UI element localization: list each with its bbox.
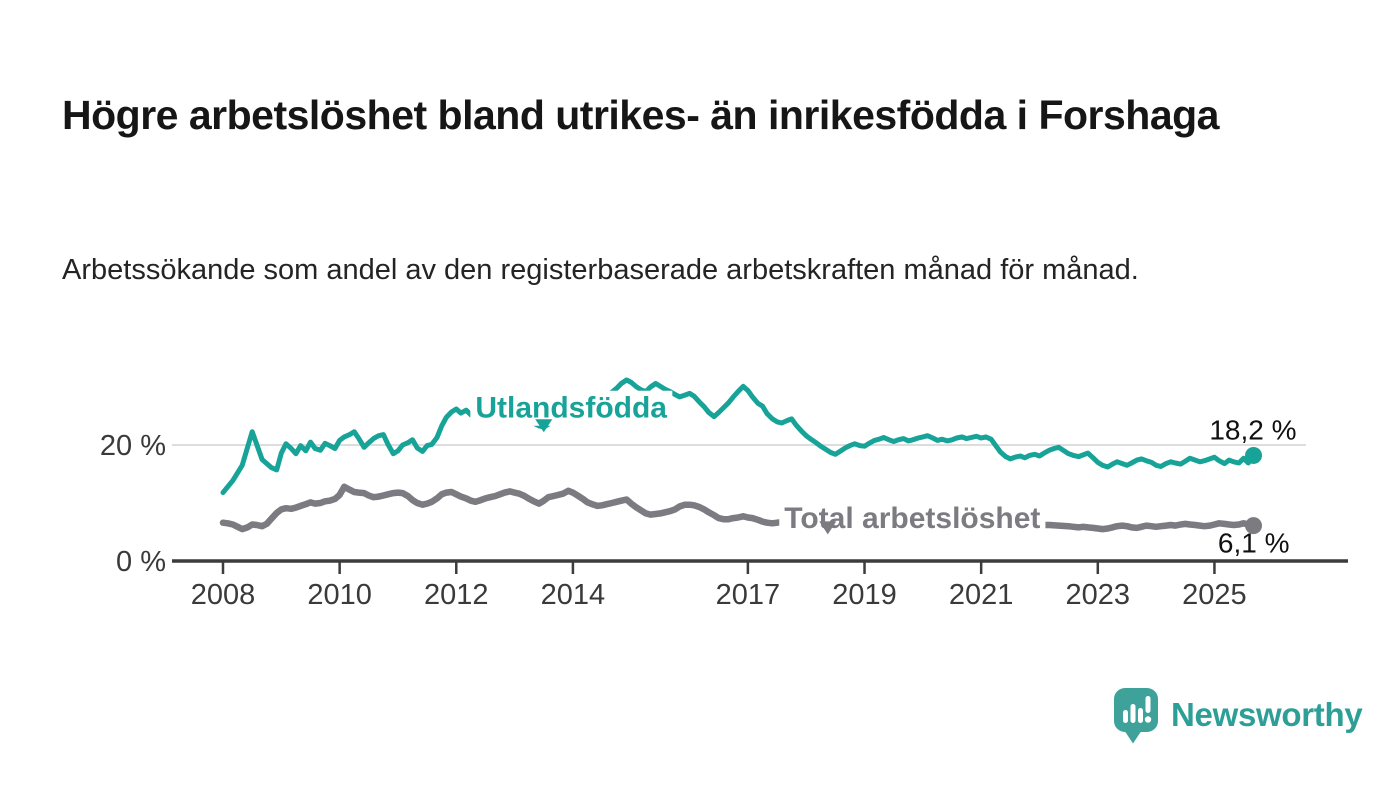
x-axis-tick-label: 2023 xyxy=(1066,579,1131,611)
series-line-total xyxy=(219,483,1257,533)
y-axis-tick-label: 0 % xyxy=(116,546,166,578)
series-label-halo xyxy=(779,500,1046,536)
unemployment-line-chart: Utlandsfödda Total arbetslöshet 18,2 % 6,1 … xyxy=(100,377,1348,611)
x-axis-tick-label: 2014 xyxy=(541,579,606,611)
newsworthy-bubble-chart-icon xyxy=(1114,687,1158,743)
chart-subtitle: Arbetssökande som andel av den registerb… xyxy=(62,254,1139,286)
series-end-dot-foreign-born xyxy=(1245,446,1263,464)
x-axis-tick-label: 2017 xyxy=(716,579,781,611)
x-axis-tick-label: 2025 xyxy=(1182,579,1247,611)
x-axis-tick-label: 2010 xyxy=(307,579,372,611)
x-axis-tick-label: 2012 xyxy=(424,579,489,611)
newsworthy-logo: Newsworthy xyxy=(1112,684,1363,746)
newsworthy-wordmark: Newsworthy xyxy=(1171,696,1363,733)
series-label-pointer-icon xyxy=(819,521,837,535)
page-title: Högre arbetslöshet bland utrikes- än inr… xyxy=(62,92,1219,139)
series-label-halo xyxy=(470,390,673,426)
series-label-pointer-icon xyxy=(535,419,553,433)
y-axis-tick-label: 20 % xyxy=(100,430,166,462)
series-label-foreign-born: Utlandsfödda xyxy=(475,392,667,425)
x-axis-tick-label: 2021 xyxy=(949,579,1014,611)
x-axis-tick-label: 2008 xyxy=(191,579,256,611)
x-axis-tick-label: 2019 xyxy=(832,579,897,611)
series-label-total: Total arbetslöshet xyxy=(784,502,1040,535)
end-value-label-total: 6,1 % xyxy=(1218,528,1290,559)
end-value-label-foreign-born: 18,2 % xyxy=(1209,414,1296,445)
series-end-dot-total xyxy=(1245,517,1263,535)
series-line-foreign-born xyxy=(220,377,1256,496)
